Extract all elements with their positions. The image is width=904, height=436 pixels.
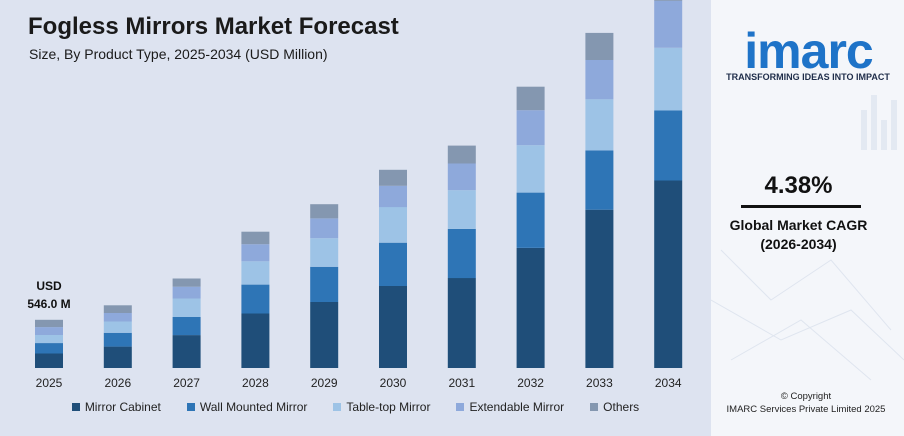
bar-segment-2027-4	[172, 278, 201, 287]
bar-segment-2034-2	[654, 47, 683, 111]
bar-segment-2031-4	[447, 145, 476, 164]
cagr-label: Global Market CAGR (2026-2034)	[711, 216, 886, 254]
bar-segment-2025-4	[35, 319, 63, 328]
legend-item-3: Extendable Mirror	[456, 400, 564, 414]
copyright-line2: IMARC Services Private Limited 2025	[726, 404, 886, 415]
copyright-notice: © Copyright IMARC Services Private Limit…	[711, 390, 901, 416]
copyright-line1: © Copyright	[780, 391, 832, 402]
imarc-logo: imarc	[744, 23, 873, 79]
bar-segment-2028-0	[241, 313, 270, 368]
bar-segment-2030-1	[379, 242, 407, 286]
bar-segment-2027-1	[172, 317, 201, 336]
legend-item-4: Others	[590, 400, 639, 414]
bar-segment-2029-0	[310, 302, 339, 368]
legend-swatch	[186, 403, 195, 411]
bar-segment-2031-1	[447, 228, 476, 279]
bar-segment-2032-4	[516, 86, 545, 111]
bar-segment-2029-2	[310, 238, 339, 267]
bar-segment-2027-0	[172, 335, 201, 368]
bar-segment-2026-4	[103, 305, 132, 313]
bar-segment-2025-1	[35, 343, 63, 354]
bar-segment-2033-4	[585, 32, 614, 60]
x-tick-label: 2026	[104, 376, 131, 390]
bar-segment-2032-1	[516, 192, 545, 248]
legend-label: Wall Mounted Mirror	[199, 400, 308, 414]
legend-label: Table-top Mirror	[346, 400, 431, 414]
cagr-label-line2: (2026-2034)	[760, 236, 837, 252]
bar-segment-2032-3	[516, 110, 545, 146]
chart-title: Fogless Mirrors Market Forecast	[28, 13, 399, 40]
bar-segment-2034-1	[654, 110, 683, 181]
bar-segment-2026-0	[103, 346, 132, 368]
bar-segment-2033-0	[585, 209, 614, 368]
bar-segment-2028-2	[241, 261, 270, 285]
bar-segment-2029-1	[310, 266, 339, 302]
sidebar-panel: imarc TRANSFORMING IDEAS INTO IMPACT 4.3…	[711, 0, 904, 436]
cagr-divider	[741, 205, 861, 208]
bar-segment-2028-3	[241, 244, 270, 262]
chart-panel: Fogless Mirrors Market Forecast Size, By…	[0, 0, 711, 436]
x-tick-label: 2031	[448, 376, 475, 390]
bar-segment-2032-0	[516, 248, 545, 368]
x-tick-label: 2034	[655, 376, 682, 390]
bar-segment-2029-4	[310, 204, 339, 219]
bar-segment-2027-3	[172, 286, 201, 299]
x-tick-label: 2033	[586, 376, 613, 390]
bar-segment-2033-3	[585, 60, 614, 100]
legend-item-2: Table-top Mirror	[333, 400, 430, 414]
x-tick-label: 2028	[242, 376, 269, 390]
bar-segment-2026-3	[103, 313, 132, 322]
legend-swatch	[333, 403, 342, 411]
legend-swatch	[590, 403, 599, 411]
bar-segment-2032-2	[516, 145, 545, 193]
cagr-value: 4.38%	[764, 172, 833, 199]
bar-segment-2030-3	[379, 185, 407, 208]
bar-segment-2025-0	[35, 353, 63, 368]
legend-item-0: Mirror Cabinet	[71, 400, 161, 414]
x-tick-label: 2029	[311, 376, 338, 390]
bar-segment-2031-3	[447, 163, 476, 191]
chart-legend: Mirror Cabinet Wall Mounted Mirror Table-t…	[0, 400, 711, 414]
legend-label: Others	[603, 400, 640, 414]
legend-label: Extendable Mirror	[469, 400, 565, 414]
bar-segment-2034-4	[654, 0, 683, 1]
bar-segment-2034-3	[654, 0, 683, 48]
bar-segment-2033-1	[585, 150, 614, 210]
x-tick-label: 2032	[517, 376, 544, 390]
bar-segment-2028-4	[241, 231, 270, 245]
bar-segment-2025-2	[35, 334, 63, 343]
legend-swatch	[71, 403, 80, 411]
bar-segment-2033-2	[585, 99, 614, 151]
decorative-background-graphic	[711, 95, 904, 381]
bar-segment-2027-2	[172, 298, 201, 317]
bar-segment-2026-2	[103, 321, 132, 333]
bar-segment-2025-3	[35, 327, 63, 335]
value-annotation-2025: USD	[36, 279, 62, 293]
bar-segment-2026-1	[103, 332, 132, 347]
x-tick-label: 2030	[380, 376, 407, 390]
bar-segment-2030-0	[379, 285, 407, 368]
legend-swatch	[456, 403, 465, 411]
chart-subtitle: Size, By Product Type, 2025-2034 (USD Mi…	[29, 46, 328, 62]
x-tick-label: 2027	[173, 376, 200, 390]
bar-segment-2031-0	[447, 278, 476, 368]
bar-segment-2030-2	[379, 207, 407, 243]
logo-tagline: TRANSFORMING IDEAS INTO IMPACT	[726, 72, 890, 82]
x-tick-label: 2025	[36, 376, 63, 390]
bar-segment-2030-4	[379, 169, 407, 186]
bar-segment-2028-1	[241, 284, 270, 314]
cagr-label-line1: Global Market CAGR	[729, 217, 868, 233]
value-annotation-2025: 546.0 M	[27, 297, 70, 311]
bar-segment-2031-2	[447, 190, 476, 229]
bar-segment-2034-0	[654, 180, 683, 368]
bar-segment-2029-3	[310, 218, 339, 239]
stacked-bar-chart: 2025 2026 2027 2028 2029 2030 2031 2032 2033 2034…	[27, 0, 683, 390]
legend-item-1: Wall Mounted Mirror	[186, 400, 308, 414]
legend-label: Mirror Cabinet	[84, 400, 161, 414]
